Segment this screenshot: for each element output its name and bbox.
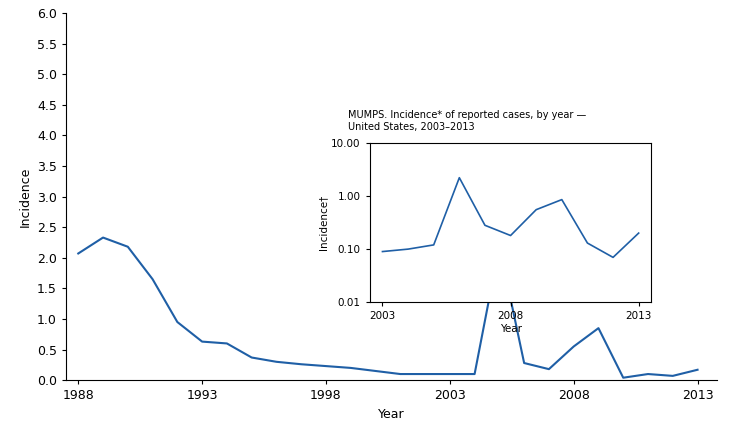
Y-axis label: Incidence: Incidence (18, 166, 31, 227)
Text: MUMPS. Incidence* of reported cases, by year —
United States, 2003–2013: MUMPS. Incidence* of reported cases, by … (348, 110, 586, 132)
X-axis label: Year: Year (378, 408, 405, 421)
Y-axis label: Incidence†: Incidence† (318, 195, 329, 250)
X-axis label: Year: Year (499, 324, 522, 334)
